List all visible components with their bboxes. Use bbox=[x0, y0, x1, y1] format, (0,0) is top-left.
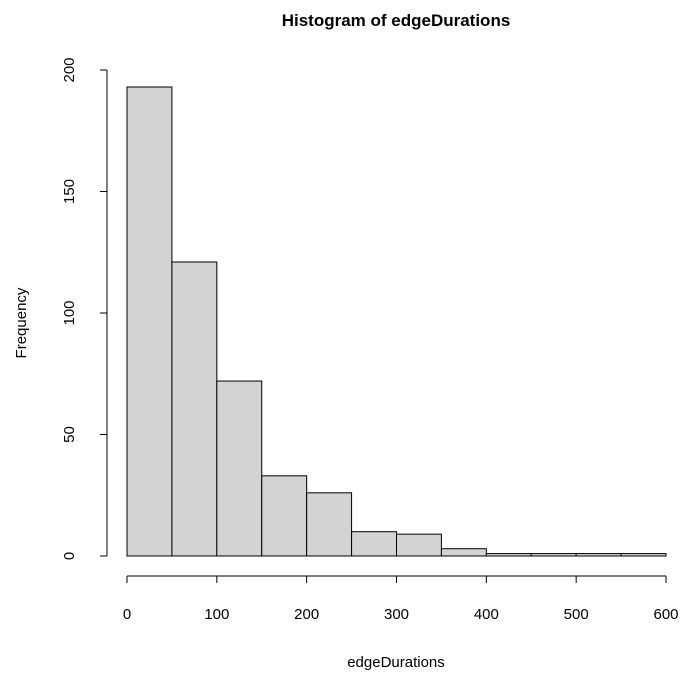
x-axis-label: edgeDurations bbox=[347, 654, 445, 671]
y-tick-label-1: 50 bbox=[61, 426, 78, 443]
y-tick-label-3: 150 bbox=[61, 179, 78, 204]
histogram-bar-5 bbox=[351, 531, 398, 557]
histogram-bar-9 bbox=[530, 553, 577, 557]
histogram-bar-6 bbox=[396, 533, 442, 557]
histogram-bar-0 bbox=[126, 86, 173, 557]
chart-title: Histogram of edgeDurations bbox=[282, 11, 511, 30]
x-tick-label-5: 500 bbox=[564, 606, 589, 623]
x-tick-label-1: 100 bbox=[204, 606, 229, 623]
y-axis: 0 50 100 150 200 bbox=[61, 57, 108, 560]
y-axis-label: Frequency bbox=[13, 287, 30, 358]
x-tick-label-3: 300 bbox=[384, 606, 409, 623]
histogram-bar-3 bbox=[261, 475, 308, 557]
x-tick-label-6: 600 bbox=[653, 606, 678, 623]
histogram-bar-10 bbox=[575, 553, 622, 557]
histogram-bar-8 bbox=[485, 553, 532, 557]
histogram-bar-2 bbox=[216, 380, 263, 557]
x-tick-label-0: 0 bbox=[123, 606, 131, 623]
histogram-bar-7 bbox=[440, 548, 487, 557]
x-tick-label-2: 200 bbox=[294, 606, 319, 623]
histogram-bar-4 bbox=[306, 492, 353, 557]
histogram-bar-11 bbox=[620, 553, 667, 557]
y-tick-label-4: 200 bbox=[61, 57, 78, 82]
x-tick-label-4: 400 bbox=[474, 606, 499, 623]
y-tick-label-0: 0 bbox=[61, 552, 78, 560]
bars-group bbox=[126, 86, 667, 557]
y-tick-label-2: 100 bbox=[61, 300, 78, 325]
x-axis: 0 100 200 300 400 500 600 bbox=[123, 575, 679, 623]
histogram-bar-1 bbox=[171, 261, 218, 557]
